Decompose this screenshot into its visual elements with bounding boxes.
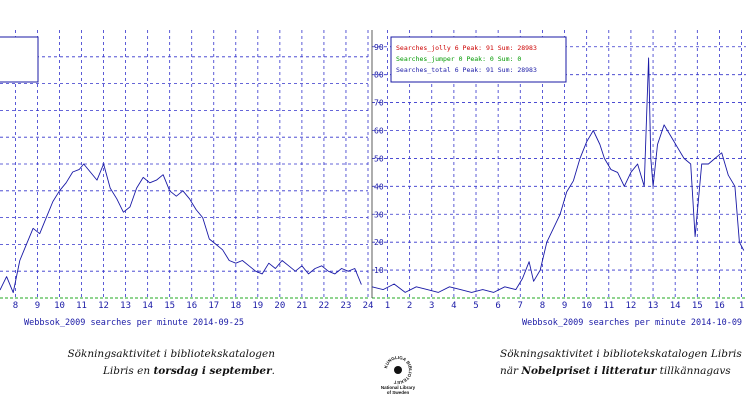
x-tick-label: 15: [692, 301, 703, 311]
x-tick-label: 5: [473, 301, 478, 311]
y-tick-label: 50: [374, 154, 384, 163]
left-caption-pre: Libris en: [102, 365, 154, 377]
x-tick-label: 12: [626, 301, 637, 311]
x-tick-label: 9: [35, 301, 40, 311]
kb-seal-icon: KUNGLIGA BIBLIOTEKET: [383, 355, 413, 385]
right-caption-line2: när Nobelpriset i litteratur tillkännaga…: [500, 363, 746, 380]
legend-entry: Searches_total 6 Peak: 91 Sum: 28983: [396, 66, 537, 74]
x-tick-label: 22: [319, 301, 330, 311]
chart-title: Webbsok_2009 searches per minute 2014-10…: [522, 318, 742, 328]
x-tick-label: 14: [670, 301, 681, 311]
right-caption-line1: Sökningsaktivitet i bibliotekskatalogen …: [500, 348, 742, 360]
x-tick-label: 10: [581, 301, 592, 311]
x-tick-label: 12: [98, 301, 109, 311]
x-tick-label: 16: [714, 301, 725, 311]
x-tick-label: 15: [164, 301, 175, 311]
x-tick-label: 1: [739, 301, 744, 311]
x-tick-label: 7: [518, 301, 523, 311]
left-chart: 8 9 10 11 12 13 14 15 16 17 18 19 20 21 22 23 24 Webbsok_…: [0, 30, 373, 328]
x-tick-label: 11: [76, 301, 87, 311]
x-tick-label: 21: [296, 301, 307, 311]
left-caption-bold: torsdag i september: [153, 365, 272, 377]
x-tick-label: 3: [429, 301, 434, 311]
y-tick-label: 20: [374, 238, 384, 247]
x-tick-label: 17: [208, 301, 219, 311]
right-caption-pre: när: [500, 365, 522, 377]
x-tick-label: 20: [274, 301, 285, 311]
legend-entry: Searches_jumper 0 Peak: 0 Sum: 0: [396, 55, 521, 63]
kb-logo: KUNGLIGA BIBLIOTEKET National Library of…: [378, 355, 418, 395]
x-tick-label: 8: [540, 301, 545, 311]
kb-org-line1: National Library: [380, 385, 416, 390]
legend-box: [390, 36, 567, 83]
x-tick-label: 6: [495, 301, 500, 311]
y-tick-label: 90: [374, 43, 384, 52]
right-caption-post: tillkännagavs: [656, 365, 731, 377]
x-tick-label: 4: [451, 301, 456, 311]
legend-box: [0, 36, 39, 83]
left-caption-line1: Sökningsaktivitet i bibliotekskatalogen: [67, 348, 275, 360]
x-tick-label: 13: [120, 301, 131, 311]
x-tick-label: 2: [407, 301, 412, 311]
x-tick-label: 24: [363, 301, 374, 311]
chart-title: Webbsok_2009 searches per minute 2014-09…: [24, 318, 244, 328]
legend-entry: Searches_jolly 6 Peak: 91 Sum: 28983: [396, 44, 537, 52]
x-tick-label: 8: [13, 301, 18, 311]
series-line-searches_total: [0, 163, 362, 294]
y-tick-label: 40: [374, 182, 384, 191]
x-tick-label: 18: [230, 301, 241, 311]
x-tick-label: 11: [603, 301, 614, 311]
x-tick-label: 1: [385, 301, 390, 311]
x-tick-label: 16: [186, 301, 197, 311]
x-tick-label: 14: [142, 301, 153, 311]
kb-org-line2: of Sweden: [386, 390, 410, 395]
left-caption-line2: Libris en torsdag i september.: [0, 363, 275, 380]
left-caption-post: .: [271, 365, 275, 377]
y-tick-label: 60: [374, 127, 384, 136]
y-tick-label: 80: [374, 71, 384, 80]
right-caption: Sökningsaktivitet i bibliotekskatalogen …: [500, 346, 746, 380]
x-tick-label: 10: [54, 301, 65, 311]
x-tick-label: 19: [252, 301, 263, 311]
right-chart: 1 2 3 4 5 6 7 8 9 10 11 12 13 14 15 16 11020304050607080…: [371, 30, 746, 328]
y-tick-label: 30: [374, 210, 384, 219]
series-line-searches_total: [371, 57, 745, 293]
right-caption-bold: Nobelpriset i litteratur: [521, 365, 657, 377]
x-tick-label: 9: [562, 301, 567, 311]
y-tick-label: 10: [374, 266, 384, 275]
left-caption: Sökningsaktivitet i bibliotekskatalogen …: [0, 346, 275, 380]
y-tick-label: 70: [374, 99, 384, 108]
x-tick-label: 13: [648, 301, 659, 311]
x-tick-label: 23: [341, 301, 352, 311]
